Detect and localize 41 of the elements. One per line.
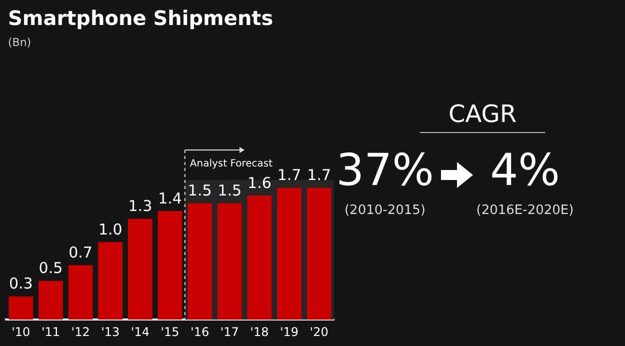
data-label: 1.7 [277, 166, 302, 184]
x-tick-label: '14 [130, 324, 150, 339]
data-label: 1.0 [98, 220, 122, 238]
x-tick-label: '15 [160, 324, 180, 339]
bar [98, 242, 123, 320]
bar [277, 188, 302, 320]
text: (2010-2015) [343, 203, 426, 218]
data-label: 0.3 [8, 274, 33, 293]
x-tick-label: '12 [71, 324, 90, 339]
bar [247, 196, 272, 320]
band-label: Analyst Forecast [190, 158, 273, 170]
data-label: 1.5 [218, 182, 242, 200]
text: (2016E-2020E) [475, 203, 575, 218]
bar [188, 203, 212, 320]
bar [38, 280, 63, 320]
data-label: 1.6 [248, 174, 272, 192]
text: (Bn) [8, 36, 32, 49]
text: CAGR [447, 100, 518, 128]
bar [306, 188, 332, 320]
bar [158, 211, 182, 320]
bar [217, 203, 242, 320]
x-tick-label: '11 [41, 324, 60, 339]
text: 4% [489, 145, 561, 196]
data-label: 1.3 [128, 197, 152, 216]
data-label: 1.5 [188, 182, 212, 200]
x-tick-label: '13 [101, 324, 120, 339]
x-tick-label: '18 [250, 324, 269, 339]
x-tick-label: '19 [280, 324, 299, 339]
bar [8, 296, 34, 320]
bar [68, 265, 93, 320]
bar [128, 218, 152, 320]
x-tick-label: '17 [220, 324, 239, 339]
x-tick-label: '20 [310, 324, 328, 339]
data-label: 0.5 [38, 259, 63, 278]
text: 37% [336, 145, 434, 196]
x-tick-label: '16 [190, 324, 210, 339]
data-label: 1.7 [307, 166, 332, 184]
x-tick-label: '10 [12, 324, 30, 339]
data-label: 1.4 [158, 189, 182, 208]
data-label: 0.7 [68, 244, 92, 262]
chart-title: Smartphone Shipments [8, 6, 274, 30]
